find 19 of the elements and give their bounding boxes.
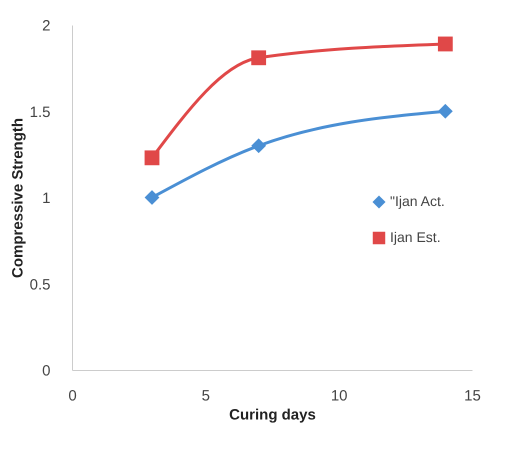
- point: [144, 190, 160, 205]
- y-axis-title: Compressive Strength: [10, 118, 27, 278]
- point: [438, 36, 453, 52]
- x-axis-title: Curing days: [229, 406, 316, 424]
- point: [438, 104, 453, 119]
- legend-label: Ijan Est.: [390, 229, 441, 245]
- y-tick-label: 1.5: [30, 104, 50, 121]
- point: [251, 138, 266, 154]
- point: [251, 50, 266, 66]
- y-tick-label: 0.5: [30, 276, 50, 294]
- x-tick-label: 0: [68, 388, 77, 404]
- x-tick-label: 10: [330, 388, 348, 404]
- legend-label: "Ijan Act.: [390, 193, 445, 209]
- y-tick-label: 1: [42, 190, 50, 207]
- y-tick-label: 2: [42, 18, 50, 34]
- point: [144, 150, 160, 166]
- x-tick-label: 5: [202, 388, 210, 404]
- x-tick-label: 15: [464, 388, 481, 404]
- y-tick-label: 0: [42, 362, 50, 380]
